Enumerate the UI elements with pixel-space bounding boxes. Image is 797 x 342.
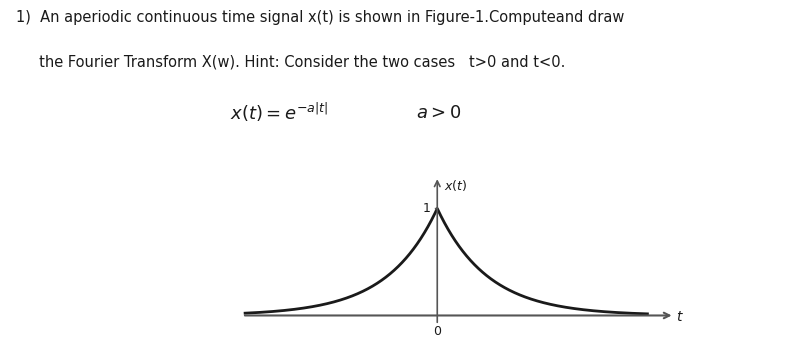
Text: 1: 1 — [422, 202, 430, 215]
Text: $x(t) = e^{-a|t|}$: $x(t) = e^{-a|t|}$ — [230, 101, 328, 124]
Text: $t$: $t$ — [676, 310, 684, 324]
Text: $a > 0$: $a > 0$ — [416, 104, 461, 122]
Text: $x(t)$: $x(t)$ — [445, 179, 468, 194]
Text: 1)  An aperiodic continuous time signal x(t) is shown in Figure-1.Computeand dra: 1) An aperiodic continuous time signal x… — [16, 10, 624, 25]
Text: 0: 0 — [434, 325, 442, 338]
Text: the Fourier Transform X(w). Hint: Consider the two cases   t>0 and t<0.: the Fourier Transform X(w). Hint: Consid… — [16, 55, 565, 70]
